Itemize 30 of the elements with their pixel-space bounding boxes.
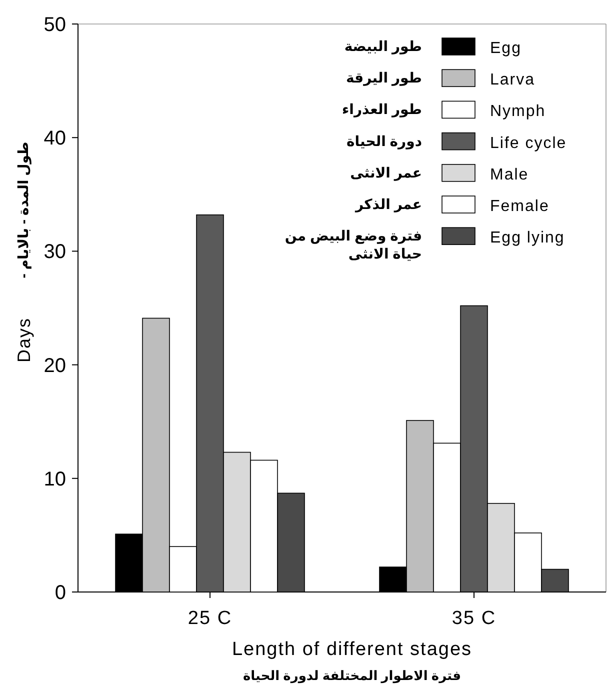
- text: فترة الاطوار المختلفة لدورة الحياة: [243, 668, 461, 684]
- legend-label: Male: [490, 166, 529, 184]
- annotation: طور اليرقة: [346, 70, 422, 87]
- annotation: دورة الحياة: [346, 132, 422, 150]
- annotation: طور العذراء: [342, 101, 422, 118]
- y-axis-title: Days: [14, 317, 34, 363]
- text: طول المدة - بالايام -: [15, 142, 32, 278]
- y-tick-label: 50: [44, 14, 66, 36]
- bar: [250, 460, 278, 592]
- x-tick-label: 25 C: [188, 608, 232, 629]
- x-axis-title: Length of different stages: [232, 639, 472, 660]
- y-tick-label: 0: [54, 582, 66, 604]
- legend-label: Nymph: [490, 103, 546, 120]
- legend-label: Egg: [490, 40, 522, 57]
- legend-label: Life cycle: [490, 134, 567, 152]
- y-tick-label: 10: [44, 468, 66, 490]
- legend-label: Larva: [490, 72, 536, 89]
- y-tick-label: 30: [44, 241, 66, 264]
- y-tick-label: 40: [44, 128, 66, 150]
- bar: [514, 532, 542, 592]
- annotation: طور البيضة: [344, 38, 422, 55]
- bar: [406, 420, 434, 592]
- annotation: فترة وضع البيض من حياة الانثى: [284, 228, 422, 262]
- x-tick-label: 35 C: [452, 608, 496, 629]
- bar: [142, 318, 170, 592]
- legend-label: Female: [490, 198, 550, 215]
- y-tick-label: 20: [44, 354, 66, 377]
- annotation: عمر الذكر: [354, 196, 422, 213]
- legend-label: Egg lying: [490, 230, 565, 247]
- annotation: عمر الانثى: [350, 164, 422, 182]
